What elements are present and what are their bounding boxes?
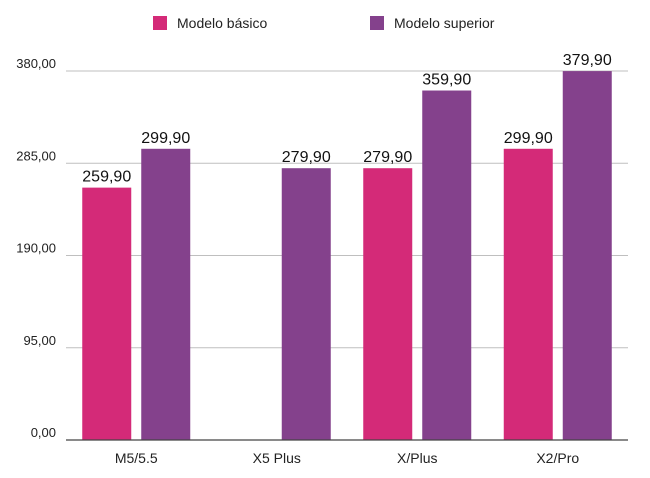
data-label: 279,90 [282, 149, 331, 166]
x-tick-label: X2/Pro [536, 450, 579, 466]
data-label: 359,90 [422, 72, 471, 89]
legend-item-basic: Modelo básico [153, 13, 267, 33]
bar [503, 148, 553, 440]
legend-swatch-basic [153, 16, 167, 30]
x-tick-label: M5/5.5 [115, 450, 158, 466]
legend-label-basic: Modelo básico [177, 15, 268, 31]
x-tick-label: X5 Plus [253, 450, 301, 466]
bar [141, 148, 191, 440]
legend-label-superior: Modelo superior [394, 15, 495, 31]
legend-item-superior: Modelo superior [370, 13, 494, 33]
y-tick-label: 0,00 [31, 425, 56, 440]
y-tick-label: 95,00 [23, 333, 56, 348]
data-label: 379,90 [563, 52, 612, 69]
bar [562, 71, 612, 440]
data-label: 299,90 [141, 130, 190, 147]
bar [363, 168, 413, 440]
x-tick-label: X/Plus [397, 450, 437, 466]
data-label: 299,90 [504, 130, 553, 147]
data-label: 259,90 [82, 169, 131, 186]
bar [82, 187, 132, 440]
legend-swatch-superior [370, 16, 384, 30]
y-tick-label: 285,00 [16, 148, 56, 163]
data-label: 279,90 [363, 149, 412, 166]
y-tick-label: 380,00 [16, 56, 56, 71]
bar [422, 90, 472, 440]
bar [281, 168, 331, 440]
y-tick-label: 190,00 [16, 241, 56, 256]
